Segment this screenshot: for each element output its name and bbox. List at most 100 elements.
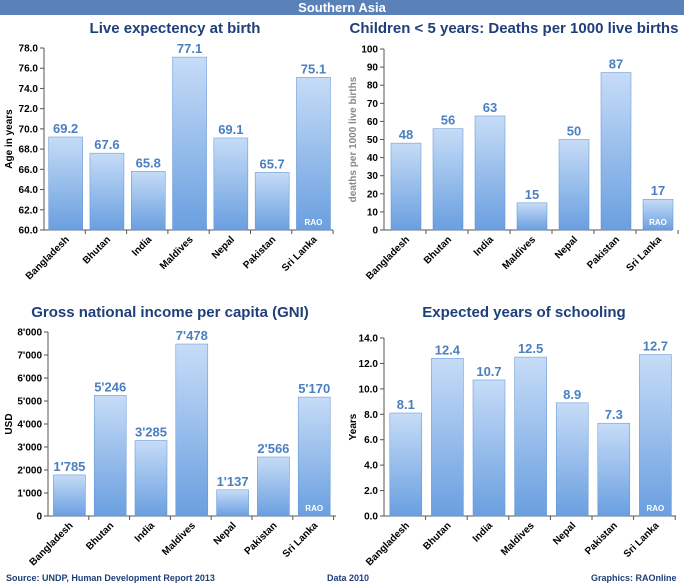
chart-life-expectancy: Live expectency at birth Age in years 60.0… (4, 20, 334, 282)
x-tick-label: Bangladesh (28, 520, 76, 568)
y-tick-label: 2.0 (364, 486, 378, 497)
y-tick-label: 60 (367, 117, 379, 128)
bar-nepal (555, 402, 589, 517)
data-label: 48 (399, 127, 413, 142)
bar-bangladesh (48, 136, 83, 231)
y-tick-label: 0 (36, 512, 42, 523)
y-tick-label: 66.0 (19, 165, 39, 176)
bar-sri-lanka (296, 77, 331, 231)
data-label: 8.9 (563, 387, 581, 402)
y-tick-label: 12.0 (359, 359, 379, 370)
bar-nepal (213, 137, 249, 231)
bar-sri-lanka (297, 396, 331, 517)
data-label: 8.1 (397, 397, 415, 412)
data-label: 69.1 (218, 122, 243, 137)
x-tick-label: Nepal (553, 234, 580, 261)
data-label: 77.1 (177, 41, 202, 56)
y-tick-label: 10.0 (359, 384, 379, 395)
chart-title: Children < 5 years: Deaths per 1000 live… (350, 20, 679, 37)
data-label: 2'566 (257, 441, 289, 456)
y-tick-label: 90 (367, 63, 379, 74)
x-tick-label: Nepal (210, 234, 237, 261)
y-tick-label: 20 (367, 189, 379, 200)
y-tick-label: 2'000 (17, 466, 42, 477)
x-tick-label: Bangladesh (24, 234, 72, 282)
x-tick-label: Nepal (212, 520, 239, 547)
y-tick-label: 4.0 (364, 461, 378, 472)
y-tick-label: 76.0 (19, 64, 39, 75)
bar-pakistan (254, 172, 290, 231)
y-tick-label: 0 (372, 226, 378, 237)
y-tick-label: 4'000 (17, 420, 42, 431)
footer-source: Source: UNDP, Human Development Report 2… (6, 573, 215, 583)
bar-pakistan (600, 72, 632, 231)
data-label: 75.1 (301, 61, 326, 76)
watermark-rao: RAO (647, 504, 665, 513)
bar-bhutan (432, 128, 464, 231)
bar-maldives (514, 356, 547, 517)
y-tick-label: 60.0 (19, 226, 39, 237)
x-tick-label: Sri Lanka (622, 520, 662, 560)
data-label: 65.8 (136, 155, 161, 170)
x-tick-label: Maldives (499, 520, 537, 558)
data-label: 5'170 (298, 381, 330, 396)
y-tick-label: 1'000 (17, 489, 42, 500)
data-label: 65.7 (259, 156, 284, 171)
bar-india (474, 115, 506, 231)
x-tick-label: India (471, 520, 496, 545)
data-label: 87 (609, 57, 623, 72)
y-axis-label: Age in years (4, 109, 15, 169)
y-tick-label: 10 (367, 207, 379, 218)
data-label: 1'137 (217, 474, 249, 489)
x-tick-label: Pakistan (583, 520, 620, 557)
data-label: 67.6 (94, 137, 119, 152)
y-tick-label: 74.0 (19, 84, 39, 95)
y-tick-label: 68.0 (19, 145, 39, 156)
y-tick-label: 70.0 (19, 124, 39, 135)
y-tick-label: 62.0 (19, 205, 39, 216)
watermark-rao: RAO (649, 218, 667, 227)
y-tick-label: 40 (367, 153, 379, 164)
x-tick-label: Bhutan (421, 520, 453, 552)
data-label: 7'478 (176, 328, 208, 343)
y-tick-label: 70 (367, 99, 379, 110)
data-label: 15 (525, 187, 539, 202)
x-tick-label: Maldives (158, 234, 196, 272)
y-tick-label: 8'000 (17, 328, 42, 339)
bar-bangladesh (389, 412, 423, 517)
bar-maldives (172, 56, 207, 231)
y-tick-label: 3'000 (17, 443, 42, 454)
bar-india (131, 171, 166, 231)
data-label: 17 (651, 183, 665, 198)
x-tick-label: Bhutan (422, 234, 454, 266)
y-tick-label: 80 (367, 81, 379, 92)
chart-schooling: Expected years of schooling Years 0.0 2.0 4.… (348, 304, 676, 568)
x-tick-label: India (133, 520, 158, 545)
bar-maldives (516, 202, 548, 231)
x-tick-label: Bhutan (81, 234, 113, 266)
bar-sri-lanka (642, 198, 674, 231)
chart-gni: Gross national income per capita (GNI) US… (4, 304, 336, 568)
x-tick-label: Sri Lanka (280, 234, 320, 274)
bar-bangladesh (390, 142, 422, 231)
y-tick-label: 6'000 (17, 374, 42, 385)
y-tick-label: 64.0 (19, 185, 39, 196)
x-tick-label: Sri Lanka (281, 520, 321, 560)
chart-title: Live expectency at birth (90, 20, 261, 37)
x-tick-label: Pakistan (585, 234, 622, 271)
data-label: 50 (567, 124, 581, 139)
y-tick-label: 30 (367, 171, 379, 182)
y-axis-label: Years (348, 413, 359, 440)
bar-nepal (216, 489, 249, 517)
bar-pakistan (597, 422, 631, 517)
y-tick-label: 50 (367, 135, 379, 146)
footer-graphics: Graphics: RAOnline (591, 573, 677, 583)
data-label: 3'285 (135, 424, 167, 439)
y-axis-label: deaths per 1000 live births (348, 76, 359, 202)
y-tick-label: 7'000 (17, 351, 42, 362)
bar-maldives (175, 343, 209, 517)
data-label: 7.3 (605, 407, 623, 422)
x-tick-label: India (472, 234, 497, 259)
y-tick-label: 8.0 (364, 410, 378, 421)
bar-sri-lanka (639, 354, 672, 517)
